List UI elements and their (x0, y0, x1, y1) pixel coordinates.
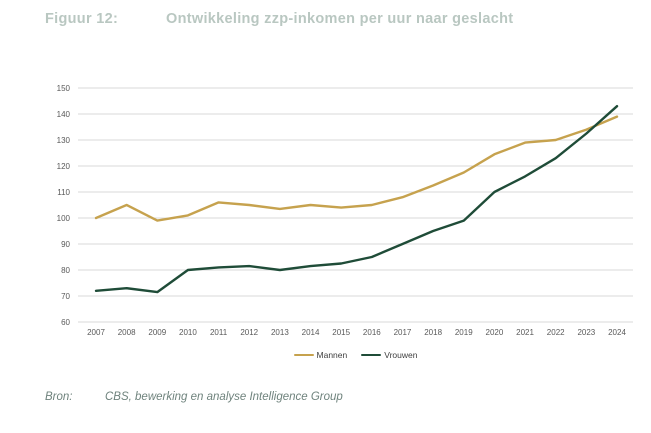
x-tick-label: 2015 (332, 328, 350, 337)
chart-legend: Mannen Vrouwen (78, 350, 633, 360)
x-tick-label: 2024 (608, 328, 626, 337)
series-line-mannen (94, 115, 619, 222)
source-label: Bron: (45, 391, 73, 403)
y-tick-label: 140 (57, 110, 71, 119)
figure-header: Figuur 12: Ontwikkeling zzp-inkomen per … (0, 11, 651, 35)
x-tick-label: 2011 (210, 328, 228, 337)
y-tick-label: 120 (57, 162, 71, 171)
mannen-line-swatch (293, 353, 314, 357)
x-tick-label: 2007 (87, 328, 105, 337)
y-tick-label: 80 (61, 266, 70, 275)
x-tick-label: 2008 (118, 328, 136, 337)
source-text: CBS, bewerking en analyse Intelligence G… (105, 391, 343, 403)
x-tick-label: 2009 (148, 328, 166, 337)
x-tick-label: 2023 (577, 328, 595, 337)
y-tick-label: 110 (57, 188, 70, 197)
y-tick-label: 60 (61, 318, 70, 327)
line-chart: 60 70 80 90 100 110 120 130 140 150 2007 2008 2009 20… (57, 84, 633, 337)
figure-title: Ontwikkeling zzp-inkomen per uur naar ge… (166, 11, 514, 27)
x-tick-label: 2014 (302, 328, 320, 337)
x-tick-label: 2018 (424, 328, 442, 337)
y-tick-label: 150 (57, 84, 71, 93)
legend-item-mannen: Mannen (293, 350, 348, 360)
figure-label: Figuur 12: (45, 11, 119, 27)
y-tick-label: 130 (57, 136, 71, 145)
y-tick-label: 70 (61, 292, 70, 301)
y-tick-label: 90 (61, 240, 70, 249)
x-tick-label: 2017 (394, 328, 412, 337)
x-tick-label: 2021 (516, 328, 534, 337)
x-tick-label: 2016 (363, 328, 381, 337)
legend-label-vrouwen: Vrouwen (384, 350, 418, 360)
vrouwen-line-swatch (361, 353, 382, 357)
x-tick-label: 2019 (455, 328, 473, 337)
x-tick-label: 2010 (179, 328, 197, 337)
y-tick-label: 100 (57, 214, 71, 223)
x-tick-label: 2022 (547, 328, 565, 337)
x-tick-label: 2013 (271, 328, 289, 337)
legend-item-vrouwen: Vrouwen (361, 350, 417, 360)
x-tick-label: 2012 (240, 328, 258, 337)
x-tick-label: 2020 (486, 328, 504, 337)
series-line-vrouwen (94, 105, 619, 294)
legend-label-mannen: Mannen (316, 350, 348, 360)
